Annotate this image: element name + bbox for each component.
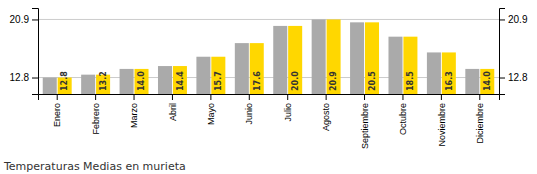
data-label: 18.5	[406, 71, 415, 91]
bar	[442, 52, 456, 94]
bar	[388, 37, 402, 94]
bar-series	[43, 19, 480, 94]
bar	[365, 22, 379, 94]
data-label: 20.5	[368, 71, 377, 91]
tick: 12.8	[10, 72, 38, 83]
bar	[158, 66, 172, 94]
tick-label: Enero	[52, 103, 62, 127]
tick-mark	[95, 94, 96, 100]
tick: Mayo	[206, 94, 216, 125]
tick-mark	[499, 78, 505, 79]
tick-mark	[210, 94, 211, 100]
tick-mark	[364, 94, 365, 100]
y2-axis: 12.8 20.9	[499, 9, 528, 95]
tick: 12.8	[499, 72, 528, 83]
tick-mark	[479, 94, 480, 100]
tick-label: Diciembre	[475, 103, 485, 144]
axis-line	[500, 9, 506, 95]
data-label: 17.6	[253, 71, 262, 91]
bar	[288, 26, 302, 94]
bar-series	[58, 19, 495, 94]
tick-mark	[32, 19, 38, 20]
plot: 12.8 13.2 14.0 14.4 15.7 17.6 20.0 20.9 20.5 18.5…	[10, 9, 528, 150]
tick-mark	[32, 78, 38, 79]
tick-label: Noviembre	[437, 103, 447, 147]
bar	[273, 26, 287, 94]
data-label: 14.0	[137, 71, 146, 91]
tick: Enero	[52, 94, 62, 127]
bar	[211, 57, 225, 94]
bars	[43, 19, 495, 94]
tick: 20.9	[499, 14, 528, 25]
tick-label: 20.9	[508, 14, 528, 25]
data-label: 20.9	[329, 71, 338, 91]
tick-mark	[134, 94, 135, 100]
tick-mark	[499, 19, 505, 20]
bar	[403, 37, 417, 94]
x-axis: Enero Febrero Marzo Abril Mayo Junio Julio Agos…	[39, 94, 500, 149]
tick: Febrero	[91, 94, 101, 135]
data-label: 20.0	[291, 71, 300, 91]
tick-label: Marzo	[129, 103, 139, 128]
chart: 12.8 13.2 14.0 14.4 15.7 17.6 20.0 20.9 20.5 18.5…	[0, 0, 537, 174]
grid-line	[38, 19, 499, 20]
title: Temperaturas Medias en murieta	[3, 160, 186, 173]
tick-mark	[172, 94, 173, 100]
data-label: 15.7	[214, 71, 223, 91]
tick: Agosto	[321, 94, 331, 131]
axis-line	[32, 9, 39, 95]
tick: Marzo	[129, 94, 139, 128]
data-label: 12.8	[60, 71, 69, 91]
bar	[120, 69, 134, 94]
tick: Septiembre	[360, 94, 370, 149]
data-label: 13.2	[99, 71, 108, 91]
data-label: 14.4	[176, 71, 185, 91]
tick: Noviembre	[437, 94, 447, 147]
tick: Diciembre	[475, 94, 485, 144]
y-axis: 12.8 20.9	[10, 9, 39, 95]
tick-mark	[326, 94, 327, 100]
tick-label: Julio	[283, 103, 293, 122]
bar	[327, 19, 341, 94]
bar	[134, 69, 148, 94]
tick-mark	[249, 94, 250, 100]
tick-label: Septiembre	[360, 103, 370, 149]
bar	[81, 75, 95, 94]
bar	[235, 43, 249, 94]
bar	[480, 69, 494, 94]
bar	[350, 22, 364, 94]
tick: Octubre	[398, 94, 408, 135]
tick: Julio	[283, 94, 293, 122]
tick: Junio	[244, 94, 254, 125]
tick-label: Mayo	[206, 103, 216, 125]
data-label: 14.0	[483, 71, 492, 91]
tick-label: 20.9	[10, 14, 30, 25]
bar	[196, 57, 210, 94]
tick-label: Febrero	[91, 103, 101, 135]
tick-label: Abril	[168, 103, 178, 121]
tick-label: 12.8	[10, 72, 30, 83]
bar	[427, 52, 441, 94]
tick: 20.9	[10, 14, 38, 25]
bar	[250, 43, 264, 94]
tick-mark	[402, 94, 403, 100]
tick-mark	[441, 94, 442, 100]
bar	[312, 19, 326, 94]
tick-label: 12.8	[508, 72, 528, 83]
tick-label: Junio	[244, 103, 254, 125]
tick-mark	[57, 94, 58, 100]
bar	[465, 69, 479, 94]
data-label: 16.3	[445, 71, 454, 91]
tick-label: Agosto	[321, 103, 331, 131]
bar	[43, 78, 57, 94]
tick-label: Octubre	[398, 103, 408, 135]
tick: Abril	[168, 94, 178, 121]
tick-mark	[287, 94, 288, 100]
axis-line	[39, 95, 500, 101]
bar	[173, 66, 187, 94]
data-labels: 12.8 13.2 14.0 14.4 15.7 17.6 20.0 20.9 20.5 18.5…	[60, 71, 492, 91]
